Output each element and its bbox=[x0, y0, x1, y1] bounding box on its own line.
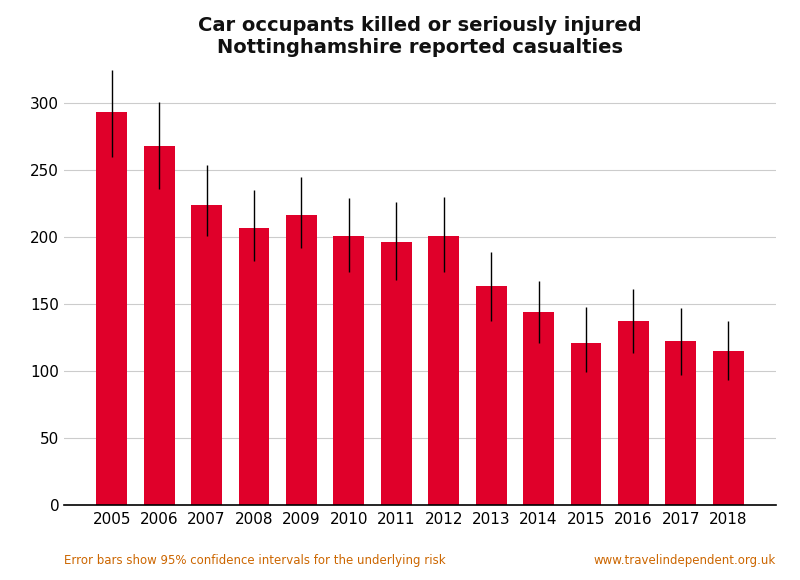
Bar bbox=[334, 235, 364, 505]
Bar bbox=[286, 216, 317, 505]
Bar bbox=[428, 235, 459, 505]
Bar bbox=[618, 321, 649, 505]
Bar bbox=[666, 341, 696, 505]
Bar bbox=[381, 242, 412, 505]
Text: Error bars show 95% confidence intervals for the underlying risk: Error bars show 95% confidence intervals… bbox=[64, 554, 446, 567]
Bar bbox=[96, 113, 127, 505]
Bar bbox=[570, 343, 602, 505]
Bar bbox=[238, 227, 270, 505]
Bar bbox=[191, 205, 222, 505]
Text: www.travelindependent.org.uk: www.travelindependent.org.uk bbox=[594, 554, 776, 567]
Bar bbox=[523, 312, 554, 505]
Bar bbox=[476, 287, 506, 505]
Title: Car occupants killed or seriously injured
Nottinghamshire reported casualties: Car occupants killed or seriously injure… bbox=[198, 16, 642, 57]
Bar bbox=[144, 146, 174, 505]
Bar bbox=[713, 351, 744, 505]
